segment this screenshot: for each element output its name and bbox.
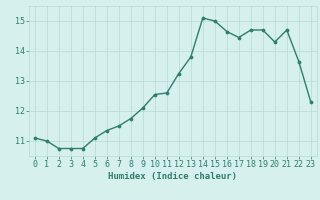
X-axis label: Humidex (Indice chaleur): Humidex (Indice chaleur)	[108, 172, 237, 181]
